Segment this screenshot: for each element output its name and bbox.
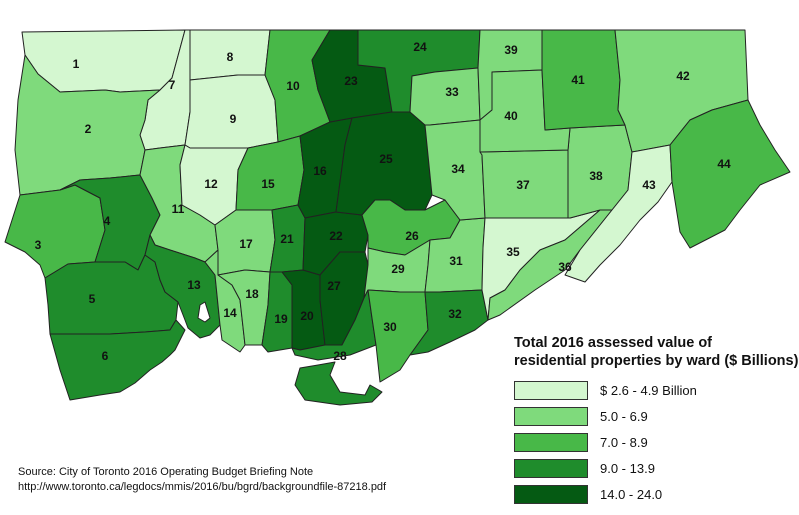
ward-label: 42 — [676, 69, 690, 83]
legend-swatch — [514, 406, 588, 426]
ward-label: 38 — [589, 169, 603, 183]
ward-44[interactable] — [669, 99, 791, 249]
ward-label: 2 — [85, 122, 92, 136]
ward-label: 39 — [504, 43, 518, 57]
ward-label: 41 — [571, 73, 585, 87]
ward-label: 40 — [504, 109, 518, 123]
ward-6[interactable] — [49, 319, 186, 401]
ward-label: 1 — [73, 57, 80, 71]
source-note: Source: City of Toronto 2016 Operating B… — [18, 465, 386, 495]
ward-label: 33 — [445, 85, 459, 99]
ward-label: 19 — [274, 312, 288, 326]
legend-swatch — [514, 484, 588, 504]
ward-13[interactable] — [197, 301, 211, 323]
legend-item: 7.0 - 8.9 — [514, 432, 799, 452]
legend-title-line1: Total 2016 assessed value of — [514, 335, 713, 351]
ward-label: 3 — [35, 238, 42, 252]
ward-label: 36 — [558, 260, 572, 274]
legend-swatch — [514, 380, 588, 400]
ward-label: 8 — [227, 50, 234, 64]
legend-title-line2: residential properties by ward ($ Billio… — [514, 353, 799, 369]
legend-swatch — [514, 458, 588, 478]
legend-item: $ 2.6 - 4.9 Billion — [514, 380, 799, 400]
ward-label: 37 — [516, 178, 530, 192]
ward-label: 10 — [286, 79, 300, 93]
legend-swatch — [514, 432, 588, 452]
ward-label: 17 — [239, 237, 253, 251]
ward-label: 7 — [169, 78, 176, 92]
ward-label: 13 — [187, 278, 201, 292]
ward-label: 11 — [172, 202, 185, 216]
ward-label: 23 — [344, 74, 358, 88]
ward-label: 32 — [448, 307, 462, 321]
legend-label: $ 2.6 - 4.9 Billion — [600, 382, 697, 398]
ward-label: 44 — [717, 157, 731, 171]
ward-label: 20 — [300, 309, 314, 323]
ward-label: 14 — [223, 306, 237, 320]
ward-label: 21 — [280, 232, 294, 246]
ward-label: 43 — [642, 178, 656, 192]
ward-2[interactable] — [14, 54, 161, 196]
legend-items: $ 2.6 - 4.9 Billion 5.0 - 6.9 7.0 - 8.9 9.0… — [514, 380, 799, 504]
ward-label: 31 — [449, 254, 463, 268]
map-legend: Total 2016 assessed value of residential… — [514, 334, 799, 510]
ward-label: 6 — [102, 349, 109, 363]
ward-label: 12 — [204, 177, 218, 191]
ward-label: 29 — [391, 262, 405, 276]
ward-label: 35 — [506, 245, 520, 259]
ward-30[interactable] — [367, 289, 429, 383]
ward-label: 27 — [327, 279, 341, 293]
ward-label: 25 — [379, 152, 393, 166]
ward-label: 24 — [413, 40, 427, 54]
ward-label: 9 — [230, 112, 237, 126]
source-line1: Source: City of Toronto 2016 Operating B… — [18, 466, 314, 478]
legend-label: 5.0 - 6.9 — [600, 408, 648, 424]
ward-32[interactable] — [409, 289, 489, 356]
ward-label: 30 — [383, 320, 397, 334]
legend-label: 14.0 - 24.0 — [600, 486, 663, 502]
ward-label: 26 — [405, 229, 419, 243]
ward-43[interactable] — [564, 144, 673, 283]
legend-item: 9.0 - 13.9 — [514, 458, 799, 478]
ward-label: 34 — [451, 162, 465, 176]
ward-label: 5 — [89, 292, 96, 306]
legend-item: 5.0 - 6.9 — [514, 406, 799, 426]
legend-item: 14.0 - 24.0 — [514, 484, 799, 504]
legend-label: 9.0 - 13.9 — [600, 460, 655, 476]
source-url[interactable]: http://www.toronto.ca/legdocs/mmis/2016/… — [18, 481, 387, 493]
ward-label: 4 — [104, 214, 111, 228]
legend-title: Total 2016 assessed value of residential… — [514, 334, 799, 370]
ward-label: 18 — [245, 287, 259, 301]
ward-label: 28 — [333, 349, 347, 363]
legend-label: 7.0 - 8.9 — [600, 434, 648, 450]
ward-label: 15 — [261, 177, 275, 191]
ward-28[interactable] — [294, 361, 383, 406]
ward-label: 22 — [329, 229, 343, 243]
ward-label: 16 — [313, 164, 327, 178]
